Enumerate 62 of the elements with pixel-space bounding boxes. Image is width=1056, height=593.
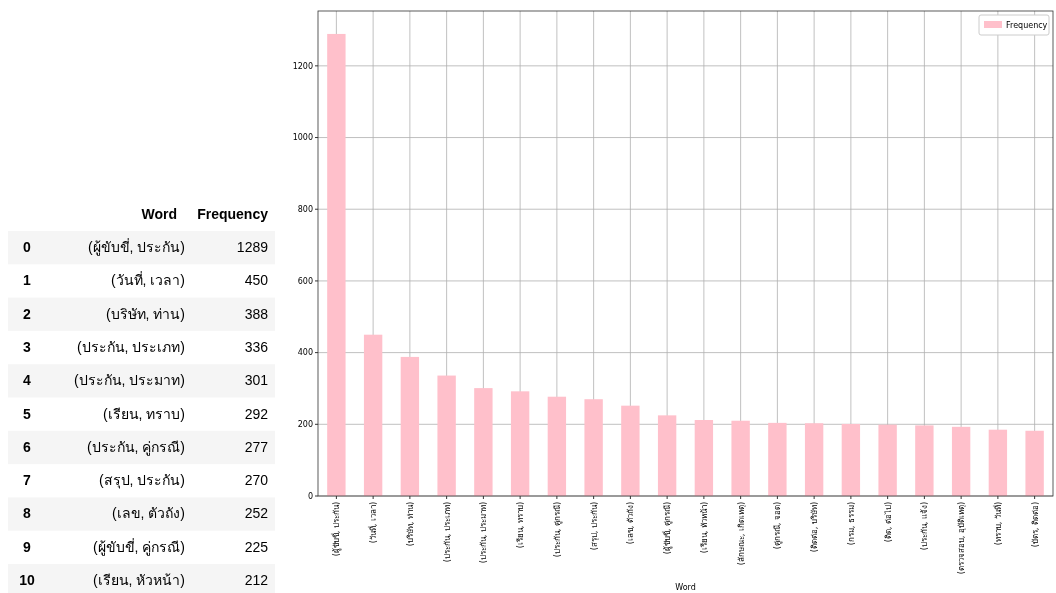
x-tick-label: (บริษัท, ท่าน) bbox=[405, 502, 415, 547]
category-label: (ประกัน, ประเภท) bbox=[76, 338, 185, 355]
category-label: (เรียน, หัวหน้า) bbox=[92, 572, 185, 588]
text: 2 bbox=[23, 305, 32, 322]
x-tick-label: (ลักษณะ, เกิดเหตุ) bbox=[736, 502, 746, 566]
text: 270 bbox=[244, 472, 268, 489]
text: 7 bbox=[23, 472, 32, 489]
y-tick-label: 1200 bbox=[292, 61, 313, 71]
x-tick-label: (ทราบ, วันที่) bbox=[991, 502, 1003, 546]
x-tick-label: (เลข, ตัวถัง) bbox=[626, 502, 636, 545]
x-tick-label: (ประกัน, คู่กรณี) bbox=[552, 502, 563, 558]
x-axis-title: Word bbox=[675, 583, 696, 592]
category-label: (ผู้ขับขี่, ประกัน) bbox=[87, 239, 185, 255]
x-tick-label: (เรียน, หัวหน้า) bbox=[699, 502, 709, 554]
text: Frequency bbox=[197, 206, 268, 222]
x-tick-label: (ประกัน, แจ้ง) bbox=[920, 502, 930, 551]
text: 388 bbox=[244, 305, 268, 322]
x-tick-label: (สรุป, ประกัน) bbox=[589, 502, 599, 551]
y-tick-label: 600 bbox=[297, 276, 313, 286]
text: 10 bbox=[19, 572, 35, 588]
text: 0 bbox=[23, 239, 32, 255]
text: 8 bbox=[23, 505, 32, 522]
x-tick-label: (ติด, ต่อไป) bbox=[883, 502, 893, 543]
x-tick-label: (ผู้ขับขี่, ประกัน) bbox=[330, 502, 343, 557]
text: 9 bbox=[23, 538, 32, 555]
x-tick-label: (ผู้ขับขี่, คู่กรณี) bbox=[661, 502, 674, 555]
text: Word bbox=[141, 206, 177, 222]
x-tick-label: (กรม, ธรรม) bbox=[846, 502, 856, 546]
text: 301 bbox=[244, 372, 268, 389]
text: 5 bbox=[23, 405, 32, 422]
category-label: (ประกัน, ประมาท) bbox=[73, 372, 185, 389]
y-tick-label: 0 bbox=[307, 491, 313, 501]
text: 277 bbox=[244, 438, 268, 455]
x-tick-label: (ประกัน, ประเภท) bbox=[442, 502, 452, 563]
x-tick-label: (วันที่, เวลา) bbox=[367, 502, 379, 544]
text: 4 bbox=[23, 372, 32, 389]
x-tick-label: (ติดต่อ, บริษัท) bbox=[810, 502, 820, 553]
text: 292 bbox=[244, 405, 268, 422]
category-label: (วันที่, เวลา) bbox=[110, 272, 185, 289]
y-tick-label: 400 bbox=[297, 348, 313, 358]
category-label: (บริษัท, ท่าน) bbox=[105, 305, 185, 322]
x-tick-label: (ตรวจสอบ, อุบัติเหตุ) bbox=[957, 502, 967, 575]
x-tick-label: (เรียน, ทราบ) bbox=[516, 502, 526, 549]
text: 450 bbox=[244, 272, 268, 289]
x-tick-label: (ประกัน, ประมาท) bbox=[479, 502, 489, 564]
y-tick-label: 200 bbox=[297, 420, 313, 430]
text: 6 bbox=[23, 438, 32, 455]
x-tick-label: (คู่กรณี, จอด) bbox=[773, 502, 784, 550]
x-tick-label: (บัตร, ติดต่อ) bbox=[1030, 502, 1040, 548]
y-tick-label: 1000 bbox=[292, 133, 313, 143]
y-tick-label: 800 bbox=[297, 205, 313, 215]
text: 336 bbox=[244, 338, 268, 355]
text: 1289 bbox=[236, 239, 268, 255]
text: 212 bbox=[244, 572, 268, 588]
category-label: (ประกัน, คู่กรณี) bbox=[86, 438, 185, 455]
legend-label: Frequency bbox=[1006, 21, 1048, 30]
text: 252 bbox=[244, 505, 268, 522]
text: 1 bbox=[23, 272, 32, 289]
category-label: (เรียน, ทราบ) bbox=[102, 405, 185, 422]
category-label: (สรุป, ประกัน) bbox=[98, 472, 185, 489]
text: 225 bbox=[244, 538, 268, 555]
text: 3 bbox=[23, 338, 32, 355]
